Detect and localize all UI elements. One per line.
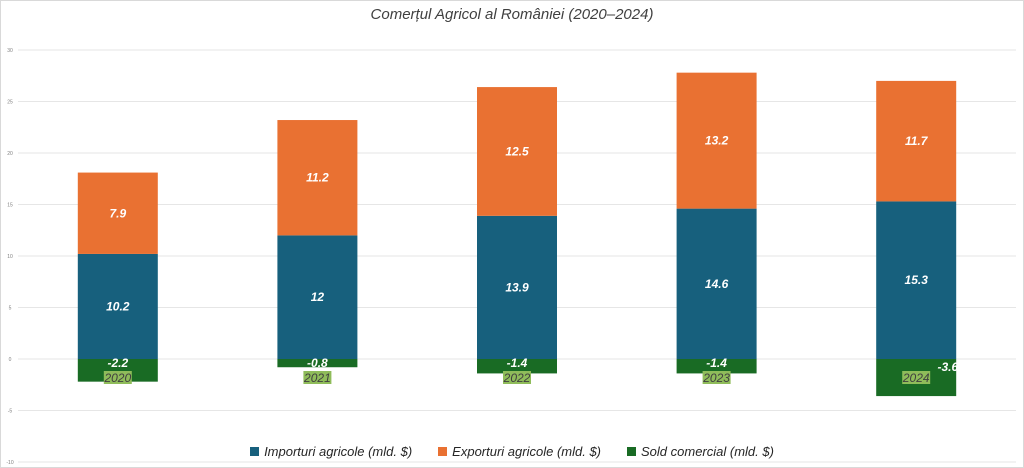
legend-swatch-exports xyxy=(438,447,448,456)
category-label: 2023 xyxy=(702,371,730,385)
chart-title: Comerțul Agricol al României (2020–2024) xyxy=(370,6,654,23)
data-label-exports: 11.2 xyxy=(306,171,329,185)
data-label-exports: 7.9 xyxy=(109,206,126,220)
category-label-bg xyxy=(503,371,531,384)
bar-imports xyxy=(676,208,757,359)
bar-exports xyxy=(277,120,358,236)
category-label-bg xyxy=(702,371,731,384)
bar-exports xyxy=(876,80,957,202)
bar-balance xyxy=(77,359,158,382)
data-label-exports: 12.5 xyxy=(505,144,529,158)
data-label-balance: -2.2 xyxy=(107,356,128,370)
y-tick-label: 10 xyxy=(7,254,13,260)
y-tick-label: 15 xyxy=(7,203,13,209)
category-label: 2024 xyxy=(902,371,930,385)
bar-exports xyxy=(477,87,557,216)
data-label-imports: 10.2 xyxy=(106,299,130,313)
legend-label-imports: Importuri agricole (mld. $) xyxy=(264,444,413,459)
y-tick-label: 20 xyxy=(7,151,13,157)
bar-imports xyxy=(277,235,358,359)
bar-imports xyxy=(77,253,158,359)
bar-imports xyxy=(477,215,557,359)
category-label-bg xyxy=(902,371,931,384)
y-tick-label: 30 xyxy=(7,48,13,54)
bar-exports xyxy=(77,172,158,254)
category-label: 2020 xyxy=(103,371,131,385)
y-tick-label: -10 xyxy=(6,460,13,466)
bar-balance xyxy=(676,359,757,374)
category-label-bg xyxy=(303,371,332,384)
y-tick-label: 5 xyxy=(9,306,12,312)
legend-item-balance: Sold comercial (mld. $) xyxy=(627,444,774,459)
legend-item-exports: Exporturi agricole (mld. $) xyxy=(438,444,601,459)
data-label-balance: -1.4 xyxy=(507,356,528,370)
bar-exports xyxy=(676,72,757,209)
data-label-exports: 11.7 xyxy=(905,134,929,148)
y-tick-label: 25 xyxy=(7,100,13,106)
category-label: 2022 xyxy=(503,371,531,385)
legend-label-exports: Exporturi agricole (mld. $) xyxy=(452,444,601,459)
data-label-exports: 13.2 xyxy=(705,134,729,148)
data-label-balance: -1.4 xyxy=(706,356,727,370)
data-label-imports: 12 xyxy=(311,290,325,304)
data-label-balance: -3.6 xyxy=(938,360,959,374)
legend-label-balance: Sold comercial (mld. $) xyxy=(641,444,774,459)
legend-item-imports: Importuri agricole (mld. $) xyxy=(250,444,412,459)
legend: Importuri agricole (mld. $) Exporturi ag… xyxy=(0,444,1024,459)
data-label-balance: -0.8 xyxy=(307,356,328,370)
category-label-bg xyxy=(103,371,132,384)
bar-imports xyxy=(876,201,957,359)
bar-balance xyxy=(277,359,358,368)
data-label-imports: 13.9 xyxy=(505,280,529,294)
legend-swatch-balance xyxy=(627,447,636,456)
data-label-imports: 15.3 xyxy=(905,273,929,287)
bar-balance xyxy=(477,359,557,374)
legend-swatch-imports xyxy=(250,447,260,456)
data-label-imports: 14.6 xyxy=(705,277,729,291)
category-label: 2021 xyxy=(303,371,331,385)
y-tick-label: 0 xyxy=(9,357,12,363)
y-tick-label: -5 xyxy=(8,409,13,415)
